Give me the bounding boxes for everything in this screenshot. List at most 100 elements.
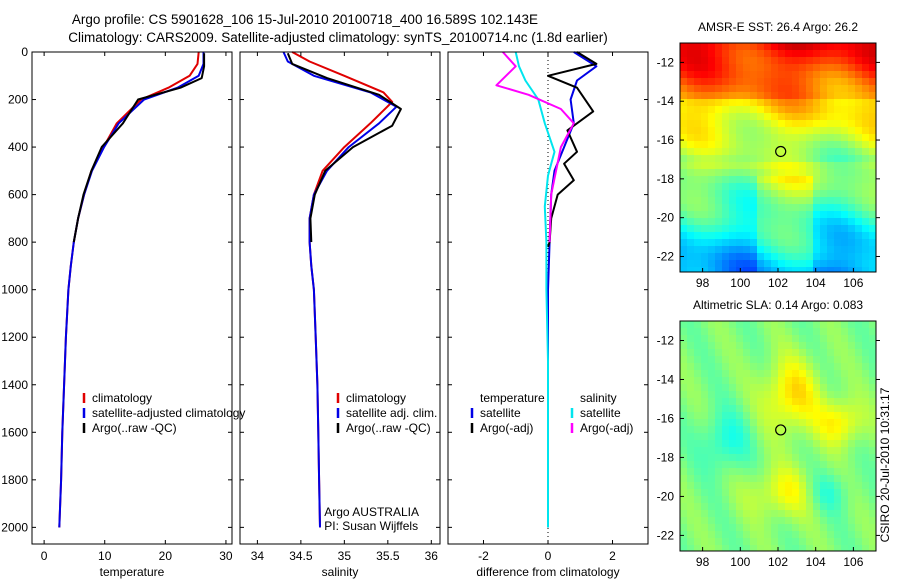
heatmap-cell bbox=[834, 356, 842, 364]
heatmap-cell bbox=[715, 482, 723, 490]
heatmap-cell bbox=[687, 517, 695, 525]
heatmap-cell bbox=[701, 496, 709, 504]
heatmap-cell bbox=[813, 419, 821, 427]
axis-box bbox=[31, 51, 233, 545]
heatmap-cell bbox=[764, 50, 772, 58]
heatmap-cell bbox=[687, 524, 695, 532]
heatmap-cell bbox=[806, 447, 814, 455]
heatmap-cell bbox=[687, 538, 695, 546]
heatmap-cell bbox=[708, 176, 716, 184]
heatmap-cell bbox=[736, 461, 744, 469]
heatmap-cell bbox=[736, 204, 744, 212]
heatmap-cell bbox=[792, 50, 800, 58]
heatmap-cell bbox=[708, 531, 716, 539]
heatmap-cell bbox=[729, 531, 737, 539]
heatmap-cell bbox=[687, 155, 695, 163]
heatmap-cell bbox=[687, 468, 695, 476]
heatmap-cell bbox=[687, 85, 695, 93]
heatmap-cell bbox=[771, 517, 779, 525]
heatmap-cell bbox=[827, 468, 835, 476]
heatmap-cell bbox=[722, 190, 730, 198]
heatmap-cell bbox=[792, 211, 800, 219]
heatmap-cell bbox=[757, 545, 765, 552]
heatmap-cell bbox=[792, 43, 800, 51]
heatmap-cell bbox=[694, 232, 702, 240]
heatmap-cell bbox=[757, 412, 765, 420]
heatmap-cell bbox=[834, 447, 842, 455]
heatmap-cell bbox=[869, 384, 877, 392]
heatmap-cell bbox=[687, 377, 695, 385]
heatmap-cell bbox=[827, 85, 835, 93]
heatmap-cell bbox=[862, 538, 870, 546]
heatmap-cell bbox=[764, 370, 772, 378]
heatmap-cell bbox=[827, 503, 835, 511]
heatmap-cell bbox=[869, 162, 877, 170]
heatmap-cell bbox=[722, 363, 730, 371]
heatmap-cell bbox=[757, 531, 765, 539]
heatmap-cell bbox=[869, 517, 877, 525]
heatmap-cell bbox=[687, 398, 695, 406]
heatmap-cell bbox=[701, 267, 709, 273]
figure-title-line-2: Climatology: CARS2009. Satellite-adjuste… bbox=[68, 30, 608, 45]
heatmap-cell bbox=[869, 405, 877, 413]
heatmap-cell bbox=[792, 335, 800, 343]
heatmap-cell bbox=[694, 78, 702, 86]
heatmap-cell bbox=[841, 106, 849, 114]
heatmap-cell bbox=[729, 120, 737, 128]
heatmap-cell bbox=[834, 538, 842, 546]
heatmap-cell bbox=[764, 440, 772, 448]
heatmap-cell bbox=[848, 342, 856, 350]
heatmap-cell bbox=[820, 335, 828, 343]
heatmap-cell bbox=[750, 253, 758, 261]
heatmap-cell bbox=[792, 412, 800, 420]
heatmap-cell bbox=[743, 545, 751, 552]
heatmap-cell bbox=[813, 503, 821, 511]
heatmap-cell bbox=[715, 239, 723, 247]
heatmap-cell bbox=[764, 510, 772, 518]
heatmap-cell bbox=[855, 517, 863, 525]
heatmap-cell bbox=[764, 99, 772, 107]
heatmap-cell bbox=[757, 120, 765, 128]
heatmap-cell bbox=[862, 176, 870, 184]
heatmap-cell bbox=[715, 454, 723, 462]
heatmap-cell bbox=[799, 99, 807, 107]
heatmap-cell bbox=[862, 405, 870, 413]
heatmap-cell bbox=[820, 197, 828, 205]
heatmap-cell bbox=[750, 475, 758, 483]
heatmap-cell bbox=[708, 349, 716, 357]
heatmap-cell bbox=[855, 489, 863, 497]
heatmap-cell bbox=[785, 335, 793, 343]
heatmap-cell bbox=[792, 321, 800, 329]
heatmap-cell bbox=[687, 419, 695, 427]
heatmap-cell bbox=[841, 468, 849, 476]
heatmap-cell bbox=[799, 253, 807, 261]
heatmap-cell bbox=[715, 225, 723, 233]
heatmap-cell bbox=[729, 225, 737, 233]
heatmap-cell bbox=[736, 169, 744, 177]
heatmap-cell bbox=[771, 134, 779, 142]
x-tick-label: 30 bbox=[219, 549, 233, 563]
heatmap-cell bbox=[792, 78, 800, 86]
heatmap-cell bbox=[687, 321, 695, 329]
heatmap-cell bbox=[687, 356, 695, 364]
heatmap-cell bbox=[862, 106, 870, 114]
heatmap-cell bbox=[729, 503, 737, 511]
heatmap-cell bbox=[855, 440, 863, 448]
heatmap-cell bbox=[869, 211, 877, 219]
heatmap-cell bbox=[834, 71, 842, 79]
heatmap-cell bbox=[750, 239, 758, 247]
heatmap-cell bbox=[722, 454, 730, 462]
heatmap-cell bbox=[848, 141, 856, 149]
heatmap-cell bbox=[701, 211, 709, 219]
heatmap-cell bbox=[799, 384, 807, 392]
heatmap-cell bbox=[757, 503, 765, 511]
heatmap-cell bbox=[848, 134, 856, 142]
heatmap-cell bbox=[722, 426, 730, 434]
heatmap-cell bbox=[827, 377, 835, 385]
heatmap-cell bbox=[722, 440, 730, 448]
heatmap-cell bbox=[764, 531, 772, 539]
heatmap-cell bbox=[708, 162, 716, 170]
heatmap-cell bbox=[792, 218, 800, 226]
heatmap-cell bbox=[750, 169, 758, 177]
heatmap-cell bbox=[771, 127, 779, 135]
